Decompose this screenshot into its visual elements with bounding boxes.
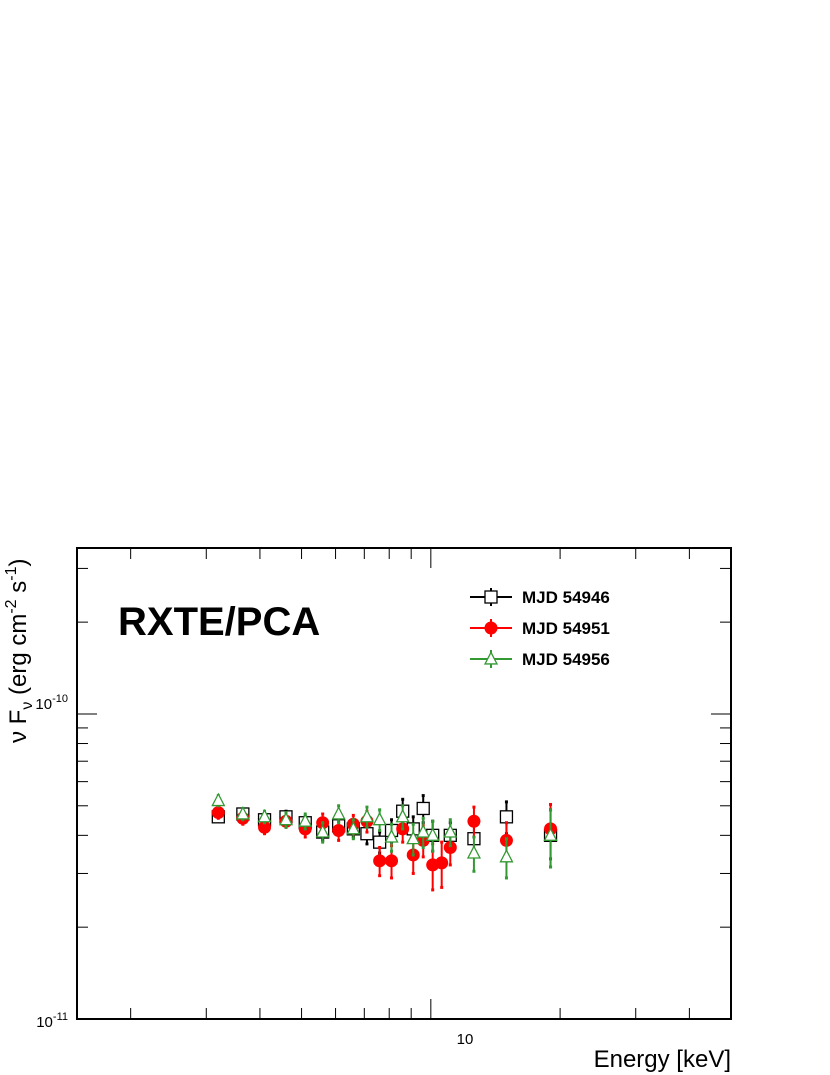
marker-triangle <box>466 845 482 859</box>
marker-triangle <box>372 811 387 826</box>
marker-circle <box>467 814 481 828</box>
data-point <box>346 818 361 841</box>
data-point <box>384 822 399 853</box>
marker-triangle <box>315 824 330 838</box>
axis-ticks <box>77 548 732 1020</box>
marker-triangle <box>359 808 375 823</box>
marker-triangle <box>278 811 294 826</box>
marker-triangle <box>425 827 440 841</box>
marker-square <box>499 810 514 824</box>
legend-entry: MJD 54951 <box>470 619 610 638</box>
data-point <box>278 811 294 829</box>
x-axis-label: Energy [keV] <box>594 1046 731 1073</box>
marker-triangle <box>211 792 226 807</box>
data-point <box>395 804 410 831</box>
marker-square <box>416 801 430 816</box>
y-axis-label: ν Fν (erg cm-2 s-1) <box>3 559 36 744</box>
marker-circle <box>484 621 498 635</box>
marker-circle <box>435 856 449 870</box>
data-point <box>298 812 313 831</box>
plot-frame <box>76 547 732 1020</box>
data-point <box>406 822 421 857</box>
marker-square <box>484 590 498 604</box>
chart-title: RXTE/PCA <box>118 600 320 644</box>
x-tick-label-10: 10 <box>457 1031 474 1048</box>
marker-triangle <box>483 650 499 665</box>
data-point <box>425 819 440 853</box>
data-point <box>499 837 514 880</box>
marker-triangle <box>235 805 250 820</box>
y-tick-label-1e-10: 10-10 <box>35 693 68 713</box>
data-point <box>257 808 272 825</box>
data-point <box>443 818 458 848</box>
marker-triangle <box>346 820 361 835</box>
data-point <box>331 804 346 825</box>
legend-entry: MJD 54946 <box>470 588 610 607</box>
marker-circle <box>373 854 387 868</box>
marker-triangle <box>443 824 458 838</box>
legend-entry: MJD 54956 <box>470 650 610 669</box>
marker-triangle <box>395 808 410 823</box>
data-point <box>359 805 375 829</box>
marker-circle <box>211 806 225 820</box>
data-point <box>211 805 225 820</box>
legend-label: MJD 54956 <box>522 650 610 669</box>
marker-circle <box>332 823 346 837</box>
marker-triangle <box>543 827 558 841</box>
data-point <box>416 816 431 849</box>
data-point <box>372 808 387 832</box>
y-tick-label-1e-11: 10-11 <box>36 1011 68 1031</box>
legend-label: MJD 54946 <box>522 588 610 607</box>
series-2 <box>211 792 558 880</box>
data-points <box>211 792 558 892</box>
marker-triangle <box>384 829 399 843</box>
data-point <box>466 835 482 873</box>
data-point <box>435 840 449 889</box>
legend: MJD 54946 MJD 54951 MJD 54956 <box>470 588 610 669</box>
marker-triangle <box>416 824 431 838</box>
data-point <box>235 805 250 822</box>
marker-triangle <box>298 813 313 827</box>
marker-triangle <box>257 808 272 823</box>
marker-triangle <box>499 848 514 863</box>
data-point <box>315 821 330 844</box>
data-point <box>543 808 558 869</box>
data-point <box>211 792 226 808</box>
legend-label: MJD 54951 <box>522 619 610 638</box>
marker-triangle <box>331 805 346 820</box>
marker-triangle <box>406 830 421 845</box>
data-point <box>373 845 387 878</box>
marker-circle <box>385 854 399 868</box>
